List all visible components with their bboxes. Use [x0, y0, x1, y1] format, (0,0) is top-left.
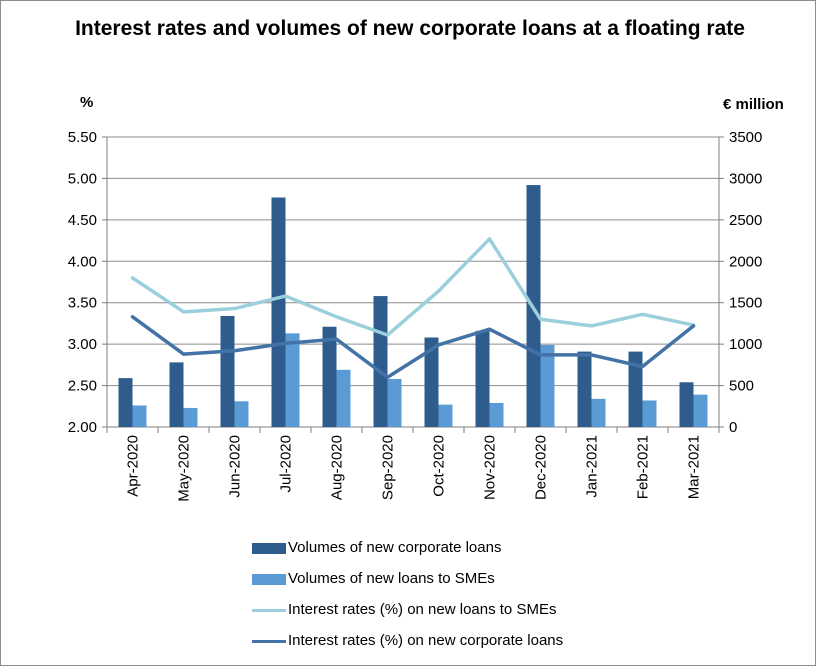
bar-corporate-volume [679, 382, 694, 427]
line-sme-rate-point [590, 324, 593, 328]
right-tick-label: 500 [729, 378, 754, 395]
bar-sme-volume [489, 402, 504, 427]
legend-item-corporate-rate: Interest rates (%) on new corporate loan… [252, 631, 652, 653]
x-tick-label: Feb-2021 [635, 435, 652, 499]
legend-swatch-sme-volume [252, 574, 286, 585]
line-corporate-rate-point [182, 352, 185, 356]
line-sme-rate-point [284, 294, 287, 298]
bar-sme-volume [285, 333, 300, 427]
x-tick-label: Jan-2021 [584, 435, 601, 498]
legend-item-sme-volume: Volumes of new loans to SMEs [252, 569, 652, 591]
left-tick-label: 2.00 [68, 419, 97, 436]
bar-sme-volume [642, 400, 657, 427]
bar-sme-volume [540, 344, 555, 427]
bar-sme-volume [591, 398, 606, 427]
right-tick-label: 1000 [729, 336, 762, 353]
bar-corporate-volume [220, 315, 235, 427]
line-corporate-rate-point [539, 353, 542, 357]
x-tick-label: May-2020 [176, 435, 193, 502]
right-tick-label: 0 [729, 419, 737, 436]
line-sme-rate-point [437, 289, 440, 293]
bar-corporate-volume [475, 330, 490, 427]
left-tick-label: 2.50 [68, 378, 97, 395]
line-sme-rate-point [233, 307, 236, 311]
x-tick-label: Jul-2020 [278, 435, 295, 493]
x-tick-label: Apr-2020 [125, 435, 142, 497]
legend-swatch-corporate-volume [252, 543, 286, 554]
x-tick-label: Dec-2020 [533, 435, 550, 500]
bar-corporate-volume [577, 351, 592, 427]
bar-sme-volume [336, 369, 351, 427]
right-axis-unit: € million [723, 96, 784, 113]
line-corporate-rate-point [386, 375, 389, 379]
left-tick-label: 4.00 [68, 253, 97, 270]
bar-sme-volume [387, 378, 402, 427]
right-tick-label: 1500 [729, 295, 762, 312]
legend-label-sme-rate: Interest rates (%) on new loans to SMEs [288, 601, 557, 618]
bar-corporate-volume [271, 197, 286, 427]
line-sme-rate-point [641, 312, 644, 316]
bar-sme-volume [183, 407, 198, 427]
bar-corporate-volume [628, 351, 643, 427]
line-corporate-rate-point [233, 349, 236, 353]
left-tick-label: 4.50 [68, 212, 97, 229]
left-tick-label: 3.00 [68, 336, 97, 353]
line-sme-rate-point [386, 333, 389, 337]
legend-swatch-sme-rate [252, 609, 286, 612]
bar-corporate-volume [424, 337, 439, 427]
left-tick-label: 5.00 [68, 170, 97, 187]
left-tick-label: 3.50 [68, 295, 97, 312]
x-tick-label: Oct-2020 [431, 435, 448, 497]
legend-label-corporate-rate: Interest rates (%) on new corporate loan… [288, 632, 564, 649]
bar-sme-volume [234, 401, 249, 427]
line-corporate-rate-point [284, 341, 287, 345]
bar-sme-volume [132, 405, 147, 427]
bar-sme-volume [438, 404, 453, 427]
line-corporate-rate-point [692, 324, 695, 328]
x-tick-label: Jun-2020 [227, 435, 244, 498]
legend-swatch-corporate-rate [252, 640, 286, 643]
right-tick-label: 2500 [729, 212, 762, 229]
line-corporate-rate-point [590, 353, 593, 357]
legend-item-corporate-volume: Volumes of new corporate loans [252, 538, 652, 560]
bar-corporate-volume [118, 378, 133, 427]
line-corporate-rate-point [437, 343, 440, 347]
line-corporate-rate-point [488, 327, 491, 331]
legend-label-sme-volume: Volumes of new loans to SMEs [288, 570, 495, 587]
bar-corporate-volume [169, 362, 184, 427]
line-corporate-rate-point [335, 337, 338, 341]
x-tick-label: Sep-2020 [380, 435, 397, 500]
x-tick-label: Mar-2021 [686, 435, 703, 499]
bar-sme-volume [693, 394, 708, 427]
line-sme-rate-point [335, 315, 338, 319]
bar-corporate-volume [373, 296, 388, 427]
line-corporate-rate-point [131, 315, 134, 319]
left-tick-label: 5.50 [68, 129, 97, 146]
right-tick-label: 3000 [729, 170, 762, 187]
chart-title: Interest rates and volumes of new corpor… [75, 17, 745, 40]
left-axis-unit: % [80, 94, 94, 111]
bar-corporate-volume [322, 326, 337, 427]
right-tick-label: 3500 [729, 129, 762, 146]
right-tick-label: 2000 [729, 253, 762, 270]
line-corporate-rate-point [641, 365, 644, 369]
line-sme-rate-point [131, 276, 134, 280]
x-tick-label: Aug-2020 [329, 435, 346, 500]
legend-item-sme-rate: Interest rates (%) on new loans to SMEs [252, 600, 652, 622]
line-sme-rate-point [488, 237, 491, 241]
line-sme-rate [130, 237, 696, 337]
line-sme-rate-point [539, 317, 542, 321]
legend-label-corporate-volume: Volumes of new corporate loans [288, 539, 502, 556]
line-corporate-rate [130, 315, 696, 380]
line-sme-rate-point [182, 310, 185, 314]
x-tick-label: Nov-2020 [482, 435, 499, 500]
